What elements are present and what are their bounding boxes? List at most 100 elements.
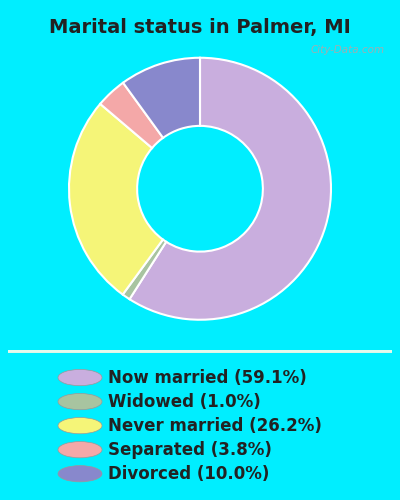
Bar (8, 350, 392, 352)
Bar (8, 350, 392, 352)
Bar (8, 351, 392, 353)
Bar (8, 350, 392, 352)
Circle shape (58, 394, 102, 409)
Bar (8, 350, 392, 352)
Bar (8, 351, 392, 353)
Bar (8, 351, 392, 353)
Bar (8, 351, 392, 353)
Bar (8, 350, 392, 352)
Bar (8, 350, 392, 352)
Text: Marital status in Palmer, MI: Marital status in Palmer, MI (49, 18, 351, 36)
Bar (8, 352, 392, 353)
Bar (8, 350, 392, 352)
Bar (8, 352, 392, 354)
Bar (8, 350, 392, 352)
Bar (8, 352, 392, 354)
Bar (8, 350, 392, 352)
Bar (8, 351, 392, 353)
Bar (8, 352, 392, 353)
Bar (8, 350, 392, 352)
Bar (8, 350, 392, 352)
Circle shape (58, 418, 102, 434)
Bar (8, 352, 392, 354)
Bar (8, 350, 392, 352)
Bar (8, 350, 392, 352)
Bar (8, 351, 392, 353)
Bar (8, 351, 392, 353)
Bar (8, 350, 392, 352)
Bar (8, 350, 392, 352)
Bar (8, 350, 392, 352)
Bar (8, 351, 392, 353)
Bar (8, 351, 392, 353)
Bar (8, 350, 392, 352)
Bar (8, 350, 392, 352)
Text: City-Data.com: City-Data.com (310, 44, 384, 54)
Bar (8, 350, 392, 352)
Bar (8, 352, 392, 353)
Bar (8, 350, 392, 352)
Bar (8, 351, 392, 353)
Bar (8, 351, 392, 353)
Bar (8, 351, 392, 353)
Bar (8, 350, 392, 352)
Bar (8, 351, 392, 353)
Bar (8, 350, 392, 352)
Bar (8, 350, 392, 352)
Bar (8, 351, 392, 353)
Bar (8, 350, 392, 352)
Bar (8, 350, 392, 352)
Bar (8, 351, 392, 353)
Bar (8, 352, 392, 354)
Text: Never married (26.2%): Never married (26.2%) (108, 416, 322, 434)
Bar (8, 351, 392, 353)
Bar (8, 352, 392, 354)
Bar (8, 350, 392, 352)
Bar (8, 350, 392, 352)
Bar (8, 351, 392, 353)
Bar (8, 351, 392, 353)
Bar (8, 351, 392, 353)
Bar (8, 350, 392, 352)
Bar (8, 350, 392, 352)
Bar (8, 351, 392, 353)
Bar (8, 351, 392, 352)
Text: Divorced (10.0%): Divorced (10.0%) (108, 464, 269, 482)
Bar (8, 352, 392, 354)
Bar (8, 350, 392, 352)
Bar (8, 352, 392, 354)
Bar (8, 352, 392, 354)
Bar (8, 350, 392, 352)
Bar (8, 352, 392, 354)
Bar (8, 351, 392, 353)
Bar (8, 350, 392, 352)
Bar (8, 351, 392, 352)
Bar (8, 351, 392, 353)
Bar (8, 351, 392, 353)
Bar (8, 352, 392, 354)
Bar (8, 351, 392, 353)
Bar (8, 351, 392, 353)
Bar (8, 352, 392, 354)
Bar (8, 350, 392, 352)
Bar (8, 351, 392, 353)
Bar (8, 350, 392, 352)
Bar (8, 351, 392, 353)
Bar (8, 351, 392, 353)
Bar (8, 352, 392, 354)
Bar (8, 350, 392, 352)
Bar (8, 350, 392, 352)
Bar (8, 350, 392, 352)
Text: Separated (3.8%): Separated (3.8%) (108, 440, 272, 458)
Bar (8, 350, 392, 352)
Bar (8, 350, 392, 352)
Bar (8, 350, 392, 352)
Wedge shape (130, 58, 331, 320)
Bar (8, 350, 392, 352)
Bar (8, 351, 392, 353)
Bar (8, 352, 392, 354)
Bar (8, 352, 392, 354)
Bar (8, 352, 392, 354)
Text: Now married (59.1%): Now married (59.1%) (108, 368, 307, 386)
Bar (8, 350, 392, 352)
